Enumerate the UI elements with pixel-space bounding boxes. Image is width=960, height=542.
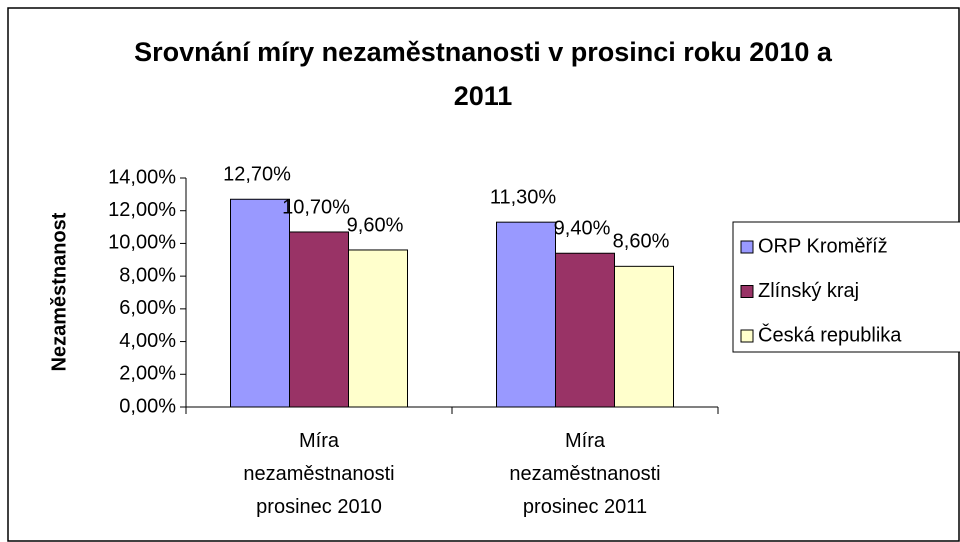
data-label: 9,40% [554, 218, 611, 240]
y-tick-label: 14,00% [108, 166, 176, 188]
y-tick-label: 4,00% [119, 330, 176, 352]
legend-swatch [740, 285, 754, 298]
x-tick-label: Míra nezaměstnanosti prosinec 2011 [509, 430, 661, 518]
data-label: 10,70% [282, 196, 350, 218]
data-label: 11,30% [490, 186, 557, 208]
legend [732, 221, 960, 353]
bar [555, 252, 615, 408]
x-tick-label-box: Míra nezaměstnanosti prosinec 2011 [509, 430, 661, 518]
data-label: 9,60% [347, 214, 404, 236]
y-tick-label: 8,00% [119, 264, 176, 286]
y-tick-label: 12,00% [108, 199, 176, 221]
legend-label: Zlínský kraj [758, 280, 859, 302]
y-tick-label: 10,00% [108, 232, 176, 254]
legend-swatch [740, 329, 754, 343]
y-axis-label: Nezaměstnanost [48, 212, 70, 371]
y-tick-label: 2,00% [119, 363, 176, 385]
bar [230, 198, 290, 408]
legend-label: Česká republika [758, 323, 902, 346]
y-tick-label: 0,00% [119, 395, 176, 417]
legend-label: ORP Kroměříž [758, 235, 888, 257]
y-tick-label: 6,00% [119, 297, 176, 319]
title-box: Srovnání míry nezaměstnanosti v prosinci… [134, 37, 832, 111]
bar [614, 265, 674, 408]
bar [289, 231, 349, 408]
legend-swatch [740, 240, 754, 254]
bar [348, 249, 408, 408]
data-label: 8,60% [613, 231, 670, 253]
chart-title: Srovnání míry nezaměstnanosti v prosinci… [134, 37, 832, 111]
x-tick-label-box: Míra nezaměstnanosti prosinec 2010 [243, 430, 395, 518]
data-label: 12,70% [223, 164, 291, 186]
x-tick-label: Míra nezaměstnanosti prosinec 2010 [243, 430, 395, 518]
bar [496, 221, 556, 408]
